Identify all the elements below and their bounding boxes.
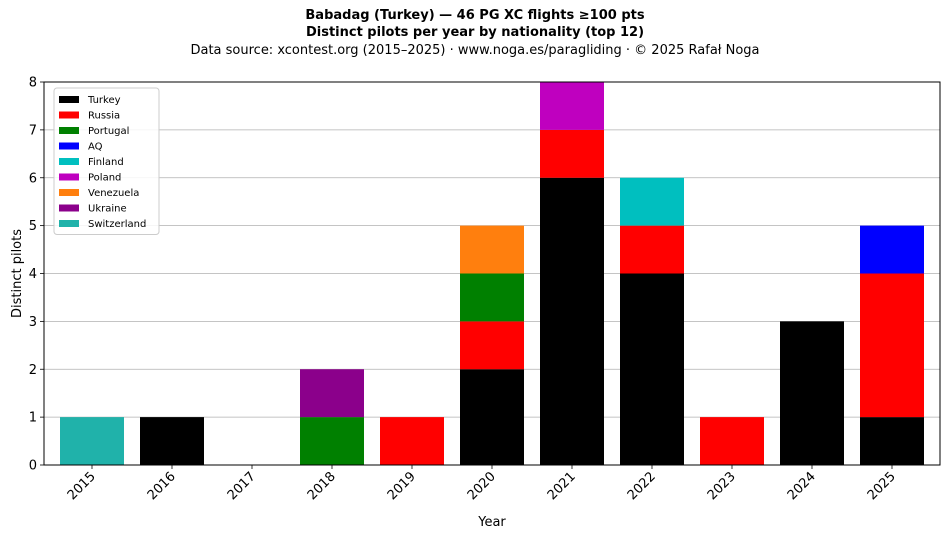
y-tick-label: 7 — [29, 123, 37, 138]
bar-segment-russia — [380, 417, 444, 465]
y-tick-label: 6 — [29, 171, 37, 186]
x-tick-label: 2024 — [785, 469, 819, 503]
bar-segment-russia — [700, 417, 764, 465]
legend-swatch-finland — [59, 158, 79, 165]
y-tick-label: 4 — [29, 267, 37, 282]
legend-swatch-switzerland — [59, 220, 79, 227]
bar-segment-turkey — [780, 321, 844, 465]
bars — [60, 82, 924, 465]
legend-swatch-ukraine — [59, 204, 79, 212]
chart-title: Babadag (Turkey) — 46 PG XC flights ≥100… — [305, 8, 645, 23]
bar-segment-turkey — [860, 417, 924, 465]
legend-swatch-turkey — [59, 96, 79, 103]
legend-label: Portugal — [88, 126, 129, 137]
y-tick-label: 1 — [29, 411, 37, 426]
legend-label: Switzerland — [88, 219, 146, 230]
x-tick-label: 2017 — [225, 469, 259, 503]
x-tick-label: 2021 — [545, 469, 579, 503]
legend-swatch-venezuela — [59, 189, 79, 196]
legend-swatch-russia — [59, 111, 79, 119]
legend-label: Ukraine — [88, 204, 127, 215]
y-axis-label: Distinct pilots — [10, 229, 25, 318]
legend-swatch-aq — [59, 142, 79, 150]
x-axis: 2015 2016 2017 2018 2019 2020 2021 2022 2023 2024… — [65, 465, 899, 503]
bar-segment-russia — [540, 129, 604, 178]
bar-segment-poland — [540, 82, 604, 130]
bar-segment-turkey — [140, 417, 204, 465]
x-tick-label: 2022 — [625, 469, 659, 503]
x-tick-label: 2016 — [145, 469, 179, 503]
x-tick-label: 2019 — [385, 469, 419, 503]
bar-segment-turkey — [620, 273, 684, 465]
legend-label: Russia — [88, 111, 120, 122]
legend: Turkey Russia Portugal AQ Finland Poland Venez… — [53, 87, 160, 235]
x-axis-label: Year — [477, 515, 506, 530]
x-tick-label: 2018 — [305, 469, 339, 503]
bar-segment-portugal — [300, 417, 364, 465]
bar-segment-ukraine — [300, 369, 364, 418]
bar-segment-turkey — [540, 177, 604, 465]
bar-segment-russia — [460, 321, 524, 370]
bar-segment-aq — [860, 225, 924, 274]
legend-label: Turkey — [87, 95, 121, 106]
legend-swatch-poland — [59, 173, 79, 181]
legend-swatch-portugal — [59, 127, 79, 134]
bar-segment-russia — [860, 273, 924, 418]
bar-segment-switzerland — [60, 417, 124, 465]
y-tick-label: 3 — [29, 315, 37, 330]
x-tick-label: 2015 — [65, 469, 99, 503]
y-axis: 0 1 2 3 4 5 6 7 8 — [29, 76, 44, 474]
legend-label: Poland — [88, 173, 121, 184]
y-tick-label: 2 — [29, 363, 37, 378]
y-tick-label: 8 — [29, 76, 37, 91]
x-tick-label: 2023 — [705, 469, 739, 503]
bar-segment-venezuela — [460, 225, 524, 274]
legend-label: Venezuela — [88, 188, 139, 199]
bar-segment-portugal — [460, 273, 524, 322]
bar-segment-finland — [620, 177, 684, 226]
chart-subtitle: Distinct pilots per year by nationality … — [305, 25, 645, 40]
y-tick-label: 0 — [29, 459, 37, 474]
x-tick-label: 2020 — [465, 469, 499, 503]
x-tick-label: 2025 — [865, 469, 899, 503]
chart-source-line: Data source: xcontest.org (2015–2025) · … — [190, 43, 760, 58]
bar-segment-turkey — [460, 369, 524, 465]
legend-label: Finland — [88, 157, 124, 168]
legend-box — [53, 87, 160, 235]
bar-segment-russia — [620, 225, 684, 274]
y-tick-label: 5 — [29, 219, 37, 234]
legend-label: AQ — [88, 142, 103, 153]
